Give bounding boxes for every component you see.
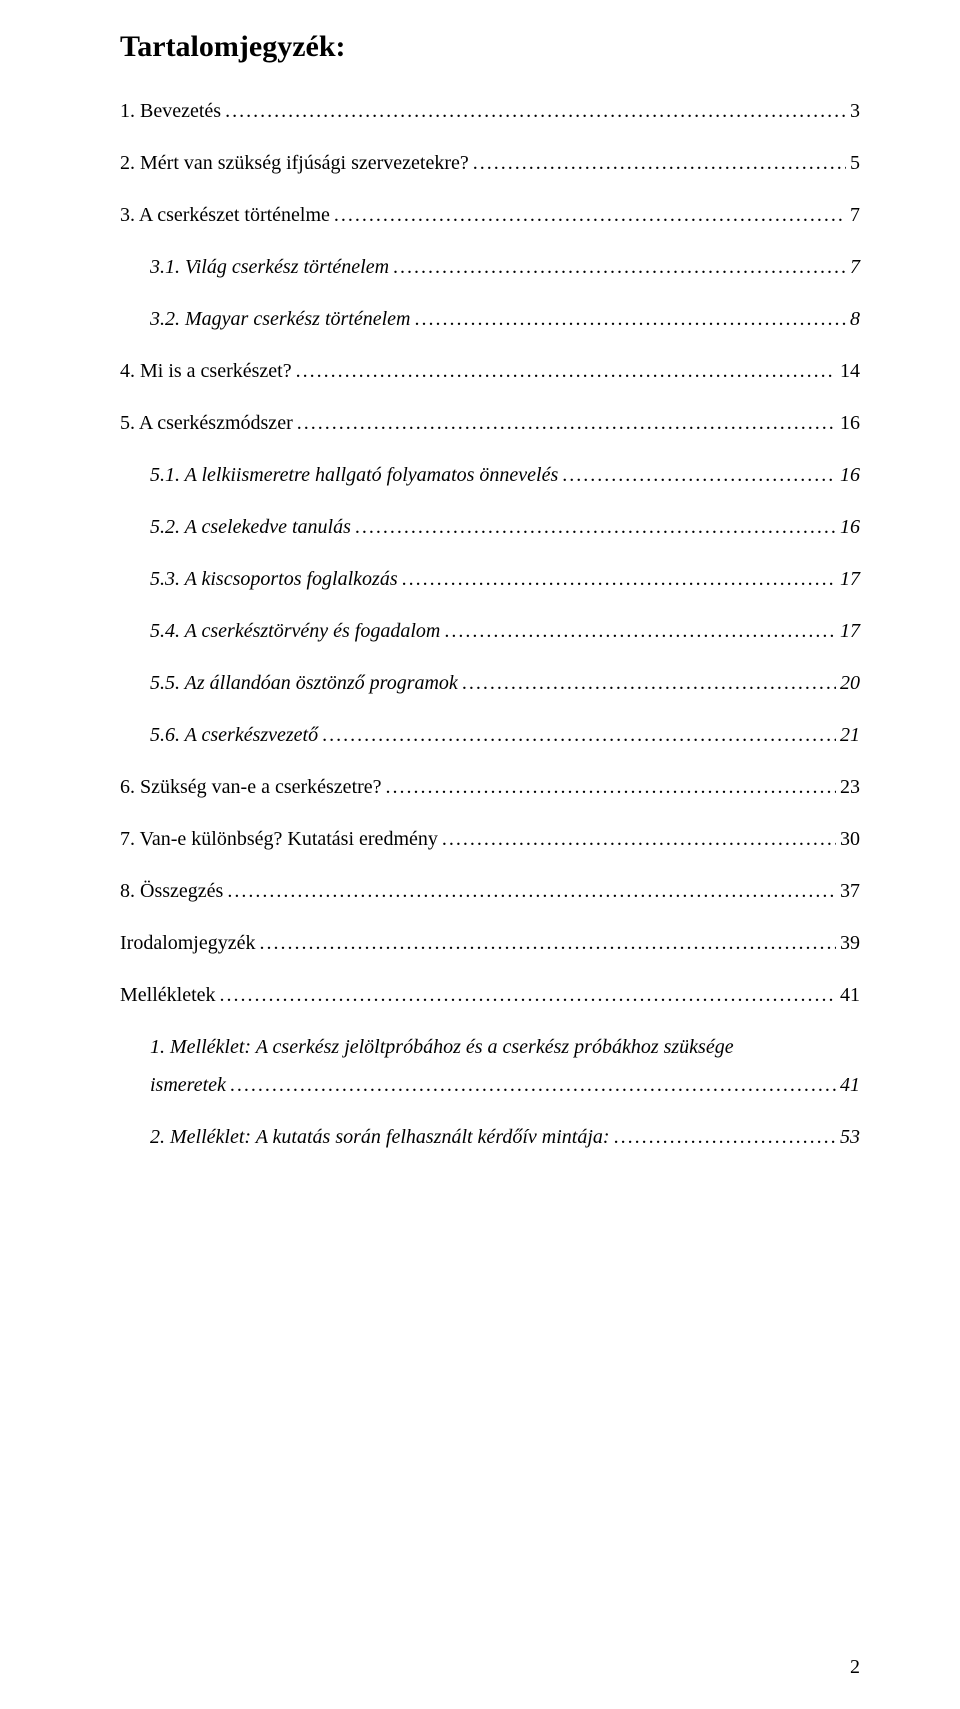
toc-entry-label: 5.4. A cserkésztörvény és fogadalom bbox=[150, 618, 440, 644]
toc-leader-dots bbox=[462, 670, 836, 696]
toc-leader-dots bbox=[415, 306, 847, 332]
toc-entry-page: 41 bbox=[840, 1072, 860, 1098]
document-page: Tartalomjegyzék: 1. Bevezetés 3 2. Mért va… bbox=[0, 0, 960, 1709]
toc-entry-label: 5. A cserkészmódszer bbox=[120, 410, 293, 436]
toc-entry-label: 5.1. A lelkiismeretre hallgató folyamato… bbox=[150, 462, 558, 488]
toc-entry: 1. Melléklet: A cserkész jelöltpróbához … bbox=[120, 1034, 860, 1098]
toc-leader-dots bbox=[230, 1072, 836, 1098]
toc-entry-page: 14 bbox=[840, 358, 860, 384]
toc-entry: 4. Mi is a cserkészet? 14 bbox=[120, 358, 860, 384]
toc-leader-dots bbox=[334, 202, 846, 228]
toc-leader-dots bbox=[393, 254, 846, 280]
toc-entry: 1. Bevezetés 3 bbox=[120, 98, 860, 124]
toc-leader-dots bbox=[402, 566, 836, 592]
toc-entry: 5.1. A lelkiismeretre hallgató folyamato… bbox=[120, 462, 860, 488]
toc-leader-dots bbox=[225, 98, 846, 124]
toc-leader-dots bbox=[562, 462, 836, 488]
toc-entry-page: 16 bbox=[840, 410, 860, 436]
toc-entry-page: 16 bbox=[840, 514, 860, 540]
toc-leader-dots bbox=[386, 774, 836, 800]
toc-entry-page: 7 bbox=[850, 202, 860, 228]
toc-entry: 5.3. A kiscsoportos foglalkozás 17 bbox=[120, 566, 860, 592]
toc-entry: 8. Összegzés 37 bbox=[120, 878, 860, 904]
toc-entry-page: 17 bbox=[840, 566, 860, 592]
toc-leader-dots bbox=[355, 514, 836, 540]
toc-entry-page: 17 bbox=[840, 618, 860, 644]
toc-entry: Irodalomjegyzék 39 bbox=[120, 930, 860, 956]
toc-entry-page: 7 bbox=[850, 254, 860, 280]
toc-entry: 5.6. A cserkészvezető 21 bbox=[120, 722, 860, 748]
toc-entry-label: 2. Melléklet: A kutatás során felhasznál… bbox=[150, 1124, 610, 1150]
toc-leader-dots bbox=[614, 1124, 836, 1150]
toc-leader-dots bbox=[220, 982, 836, 1008]
toc-leader-dots bbox=[297, 410, 836, 436]
toc-entry: 3. A cserkészet történelme 7 bbox=[120, 202, 860, 228]
toc-entry-page: 30 bbox=[840, 826, 860, 852]
toc-entry-label: 1. Bevezetés bbox=[120, 98, 221, 124]
toc-entry-label: Irodalomjegyzék bbox=[120, 930, 256, 956]
toc-entry-page: 3 bbox=[850, 98, 860, 124]
toc-entry: 3.2. Magyar cserkész történelem 8 bbox=[120, 306, 860, 332]
toc-leader-dots bbox=[260, 930, 837, 956]
toc-entry-label: 5.2. A cselekedve tanulás bbox=[150, 514, 351, 540]
toc-entry-label: 5.3. A kiscsoportos foglalkozás bbox=[150, 566, 398, 592]
toc-entry-label: 3.1. Világ cserkész történelem bbox=[150, 254, 389, 280]
toc-entry-label: 8. Összegzés bbox=[120, 878, 223, 904]
toc-entry-page: 5 bbox=[850, 150, 860, 176]
toc-leader-dots bbox=[444, 618, 836, 644]
toc-entry-label: 7. Van-e különbség? Kutatási eredmény bbox=[120, 826, 438, 852]
toc-entry: Mellékletek 41 bbox=[120, 982, 860, 1008]
toc-entry-page: 41 bbox=[840, 982, 860, 1008]
toc-entry-row: ismeretek 41 bbox=[150, 1072, 860, 1098]
toc-entry: 2. Melléklet: A kutatás során felhasznál… bbox=[120, 1124, 860, 1150]
toc-entry: 5.4. A cserkésztörvény és fogadalom 17 bbox=[120, 618, 860, 644]
toc-entry-label: 2. Mért van szükség ifjúsági szervezetek… bbox=[120, 150, 469, 176]
toc-leader-dots bbox=[296, 358, 836, 384]
toc-entry-page: 20 bbox=[840, 670, 860, 696]
toc-entry-label: 5.6. A cserkészvezető bbox=[150, 722, 318, 748]
toc-leader-dots bbox=[322, 722, 836, 748]
toc-entry: 5.2. A cselekedve tanulás 16 bbox=[120, 514, 860, 540]
toc-entry-label: 4. Mi is a cserkészet? bbox=[120, 358, 292, 384]
toc-entry: 7. Van-e különbség? Kutatási eredmény 30 bbox=[120, 826, 860, 852]
toc-leader-dots bbox=[227, 878, 836, 904]
toc-entry-page: 23 bbox=[840, 774, 860, 800]
toc-entry-page: 37 bbox=[840, 878, 860, 904]
toc-entry: 2. Mért van szükség ifjúsági szervezetek… bbox=[120, 150, 860, 176]
toc-entry-label: 3. A cserkészet történelme bbox=[120, 202, 330, 228]
toc-leader-dots bbox=[442, 826, 836, 852]
toc-entry: 5.5. Az állandóan ösztönző programok 20 bbox=[120, 670, 860, 696]
toc-entry-page: 21 bbox=[840, 722, 860, 748]
toc-entry: 6. Szükség van-e a cserkészetre? 23 bbox=[120, 774, 860, 800]
toc-entry: 3.1. Világ cserkész történelem 7 bbox=[120, 254, 860, 280]
toc-entry-label: 5.5. Az állandóan ösztönző programok bbox=[150, 670, 458, 696]
toc-entry-page: 8 bbox=[850, 306, 860, 332]
toc-entry-label: ismeretek bbox=[150, 1072, 226, 1098]
toc-leader-dots bbox=[473, 150, 846, 176]
toc-entry-label: 1. Melléklet: A cserkész jelöltpróbához … bbox=[150, 1034, 860, 1060]
toc-list: 1. Bevezetés 3 2. Mért van szükség ifjúság… bbox=[120, 98, 860, 1150]
toc-title: Tartalomjegyzék: bbox=[120, 30, 860, 64]
toc-entry-page: 53 bbox=[840, 1124, 860, 1150]
toc-entry-label: 6. Szükség van-e a cserkészetre? bbox=[120, 774, 382, 800]
page-number: 2 bbox=[850, 1656, 860, 1679]
toc-entry: 5. A cserkészmódszer 16 bbox=[120, 410, 860, 436]
toc-entry-page: 39 bbox=[840, 930, 860, 956]
toc-entry-label: Mellékletek bbox=[120, 982, 216, 1008]
toc-entry-page: 16 bbox=[840, 462, 860, 488]
toc-entry-label: 3.2. Magyar cserkész történelem bbox=[150, 306, 411, 332]
